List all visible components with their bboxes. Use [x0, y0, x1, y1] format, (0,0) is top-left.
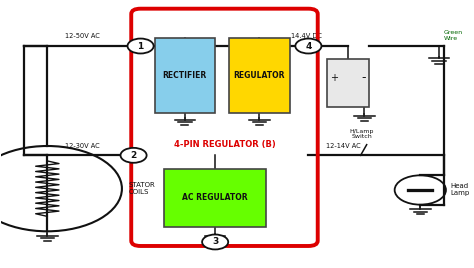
Text: -: - — [361, 72, 365, 84]
Text: Green
Wire: Green Wire — [444, 30, 463, 41]
Circle shape — [202, 234, 228, 250]
Bar — [327, 59, 369, 107]
Text: 12-14V AC: 12-14V AC — [326, 143, 361, 149]
Text: 12-50V AC: 12-50V AC — [65, 33, 100, 39]
Text: 2: 2 — [130, 151, 137, 160]
Text: +: + — [330, 73, 338, 83]
Text: 4: 4 — [305, 42, 311, 51]
Text: AC REGULATOR: AC REGULATOR — [182, 193, 248, 203]
Text: STATOR
COILS: STATOR COILS — [129, 182, 155, 195]
Text: 3: 3 — [212, 237, 219, 247]
Circle shape — [395, 175, 446, 205]
Text: REGULATOR: REGULATOR — [234, 71, 285, 80]
Bar — [164, 169, 266, 227]
Circle shape — [295, 39, 321, 54]
Text: RECTIFIER: RECTIFIER — [163, 71, 207, 80]
Circle shape — [0, 146, 122, 231]
Bar — [155, 38, 215, 113]
Circle shape — [120, 148, 146, 163]
Bar — [229, 38, 290, 113]
Text: H/Lamp
Switch: H/Lamp Switch — [350, 129, 374, 139]
Text: 1: 1 — [137, 42, 144, 51]
Text: 12-30V AC: 12-30V AC — [65, 143, 100, 149]
Text: 14.4V DC: 14.4V DC — [291, 33, 321, 39]
Text: Head
Lamp: Head Lamp — [451, 184, 470, 196]
Circle shape — [128, 39, 154, 54]
Text: 4-PIN REGULATOR (B): 4-PIN REGULATOR (B) — [173, 140, 275, 149]
